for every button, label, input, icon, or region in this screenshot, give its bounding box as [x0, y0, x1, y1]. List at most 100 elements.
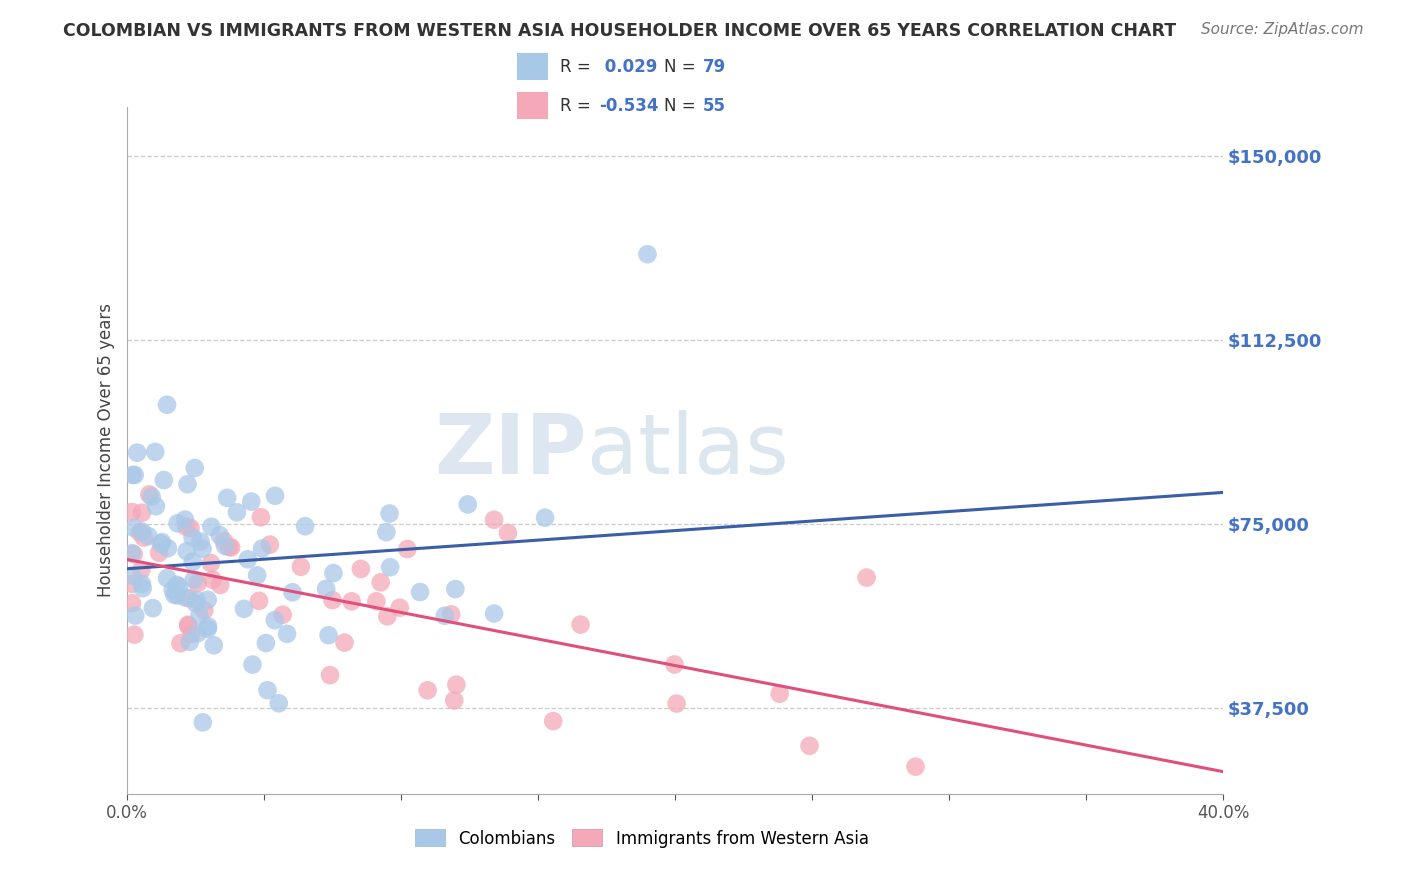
Point — [188, 608, 211, 623]
Point — [799, 739, 821, 753]
Point — [242, 657, 264, 672]
Point — [129, 563, 152, 577]
Point — [496, 525, 519, 540]
Point — [254, 636, 277, 650]
Point — [122, 521, 145, 535]
Point — [482, 607, 505, 621]
Point — [124, 467, 146, 482]
Point — [200, 556, 222, 570]
Point — [131, 506, 153, 520]
Point — [169, 636, 191, 650]
Point — [166, 516, 188, 531]
Point — [202, 638, 225, 652]
Point — [541, 714, 564, 728]
Point — [148, 546, 170, 560]
Point — [214, 539, 236, 553]
Point — [457, 498, 479, 512]
Point — [218, 540, 240, 554]
Text: atlas: atlas — [588, 410, 789, 491]
Point — [132, 531, 155, 545]
Point — [246, 568, 269, 582]
Bar — [517, 92, 548, 120]
Text: 0.029: 0.029 — [599, 58, 658, 76]
Point — [191, 541, 214, 556]
Point — [271, 607, 294, 622]
Point — [440, 607, 463, 622]
Point — [482, 513, 505, 527]
Point — [145, 500, 167, 514]
Point — [121, 568, 143, 582]
Point — [256, 683, 278, 698]
Point — [236, 552, 259, 566]
Point — [186, 593, 208, 607]
Point — [166, 578, 188, 592]
Point — [121, 468, 143, 483]
Point — [180, 627, 202, 641]
Point — [167, 579, 190, 593]
Point — [150, 535, 173, 549]
Text: -0.534: -0.534 — [599, 96, 658, 114]
Text: R =: R = — [560, 58, 596, 76]
Point — [267, 696, 290, 710]
Point — [446, 678, 468, 692]
Point — [122, 547, 145, 561]
Point — [163, 588, 186, 602]
Point — [318, 628, 340, 642]
Point — [156, 398, 179, 412]
Point — [124, 608, 146, 623]
Point — [388, 600, 411, 615]
Point — [444, 582, 467, 596]
Point — [443, 693, 465, 707]
Point — [177, 619, 200, 633]
Point — [138, 487, 160, 501]
Point — [350, 562, 373, 576]
Point — [294, 519, 316, 533]
Point — [181, 555, 204, 569]
Point — [197, 622, 219, 636]
Point — [322, 593, 344, 607]
Point — [127, 445, 149, 459]
Point — [131, 577, 153, 591]
Point — [174, 591, 197, 605]
Point — [315, 582, 337, 596]
Point — [131, 581, 153, 595]
Point — [156, 571, 179, 585]
Point — [201, 573, 224, 587]
Point — [180, 521, 202, 535]
Point — [370, 575, 392, 590]
Point — [153, 473, 176, 487]
Point — [209, 578, 232, 592]
Point — [664, 657, 686, 672]
Point — [181, 530, 204, 544]
Point — [319, 668, 342, 682]
Point — [855, 571, 877, 585]
Point — [187, 576, 209, 591]
Point — [121, 546, 143, 560]
Point — [143, 445, 166, 459]
Text: COLOMBIAN VS IMMIGRANTS FROM WESTERN ASIA HOUSEHOLDER INCOME OVER 65 YEARS CORRE: COLOMBIAN VS IMMIGRANTS FROM WESTERN ASI… — [63, 22, 1177, 40]
Point — [769, 687, 792, 701]
Point — [534, 510, 557, 524]
Point — [281, 585, 304, 599]
Point — [121, 596, 143, 610]
Point — [433, 608, 456, 623]
Point — [128, 525, 150, 540]
Point — [259, 538, 281, 552]
Point — [416, 683, 439, 698]
Point — [183, 461, 205, 475]
Point — [121, 505, 143, 519]
Point — [378, 507, 401, 521]
Point — [200, 520, 222, 534]
Point — [247, 594, 270, 608]
Point — [240, 494, 263, 508]
Point — [375, 609, 398, 624]
Point — [375, 525, 398, 540]
Point — [174, 513, 197, 527]
Point — [366, 594, 388, 608]
Point — [378, 560, 401, 574]
Point — [636, 247, 658, 261]
Point — [217, 491, 239, 505]
Point — [225, 505, 247, 519]
Point — [124, 627, 146, 641]
Point — [322, 566, 344, 580]
